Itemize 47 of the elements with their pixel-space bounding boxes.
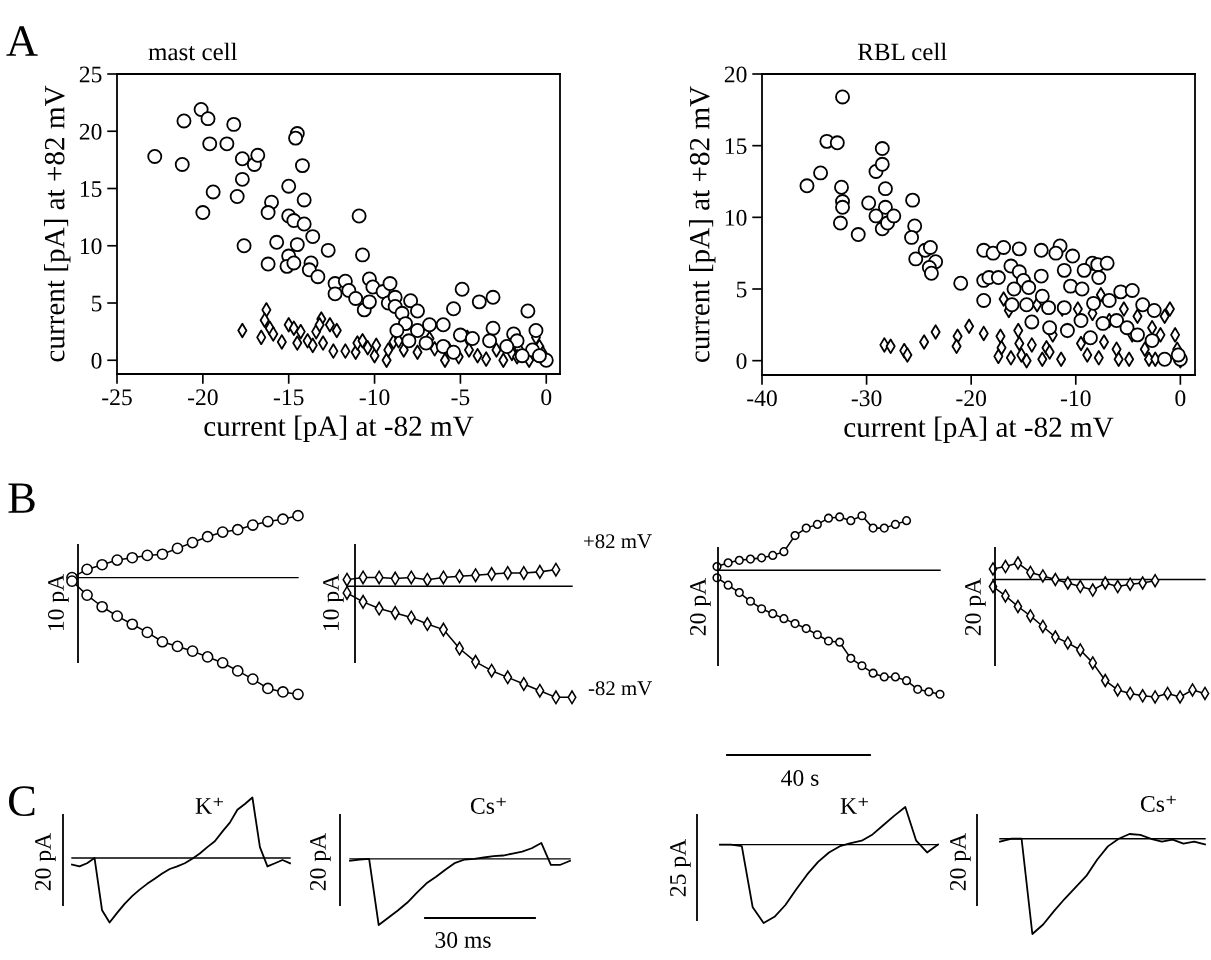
y-tick-label: 20: [724, 66, 747, 83]
text: 20 pA: [689, 577, 711, 636]
x-tick-label: -20: [187, 389, 218, 406]
y-tick-label: 10: [725, 209, 747, 226]
text: 10 pA: [47, 573, 69, 631]
y-axis-title: current [pA] at +82 mV: [689, 86, 716, 363]
text: 20 pA: [309, 832, 331, 891]
y-tick-label: 15: [80, 181, 102, 197]
x-tick-label: -5: [451, 389, 470, 406]
annotation: K⁺: [195, 797, 223, 814]
annotation: K⁺: [840, 797, 868, 814]
x-tick-label: 0: [541, 389, 552, 406]
x-axis-title: current [pA] at -82 mV: [204, 415, 474, 442]
y-tick-label: 25: [79, 66, 102, 83]
text: 20 pA: [964, 577, 986, 636]
y-tick-label: 0: [736, 353, 747, 370]
text: Cs⁺: [470, 797, 506, 814]
text: A: [6, 26, 38, 56]
x-axis-title: current [pA] at -82 mV: [844, 416, 1114, 443]
text: +82 mV: [584, 534, 652, 549]
text: C: [9, 786, 35, 817]
text: -82 mV: [588, 681, 652, 696]
text: B: [8, 483, 35, 513]
text: 30 ms: [435, 931, 491, 948]
x-tick-label: -20: [956, 390, 987, 407]
y-tick-label: 20: [79, 123, 102, 140]
text: Cs⁺: [1140, 795, 1176, 812]
text: 10 pA: [322, 573, 344, 631]
y-tick-label: 5: [736, 281, 747, 298]
x-tick-label: -15: [273, 389, 304, 406]
y-axis-title: current [pA] at +82 mV: [44, 85, 71, 362]
x-tick-label: -25: [102, 389, 132, 406]
x-tick-label: -40: [747, 390, 777, 407]
y-tick-label: 0: [91, 352, 102, 369]
chart-title: RBL cell: [857, 42, 947, 61]
chart-title: mast cell: [148, 42, 238, 61]
y-tick-label: 5: [91, 295, 102, 312]
text: 20 pA: [34, 832, 56, 891]
text: 40 s: [781, 769, 819, 786]
x-tick-label: -30: [851, 390, 882, 407]
y-tick-label: 10: [80, 238, 102, 255]
x-tick-label: -10: [359, 389, 390, 406]
text: 20 pA: [949, 832, 971, 891]
y-tick-label: 15: [725, 138, 747, 155]
text: 25 pA: [670, 838, 691, 897]
x-tick-label: 0: [1175, 390, 1186, 407]
x-tick-label: -10: [1060, 390, 1091, 407]
